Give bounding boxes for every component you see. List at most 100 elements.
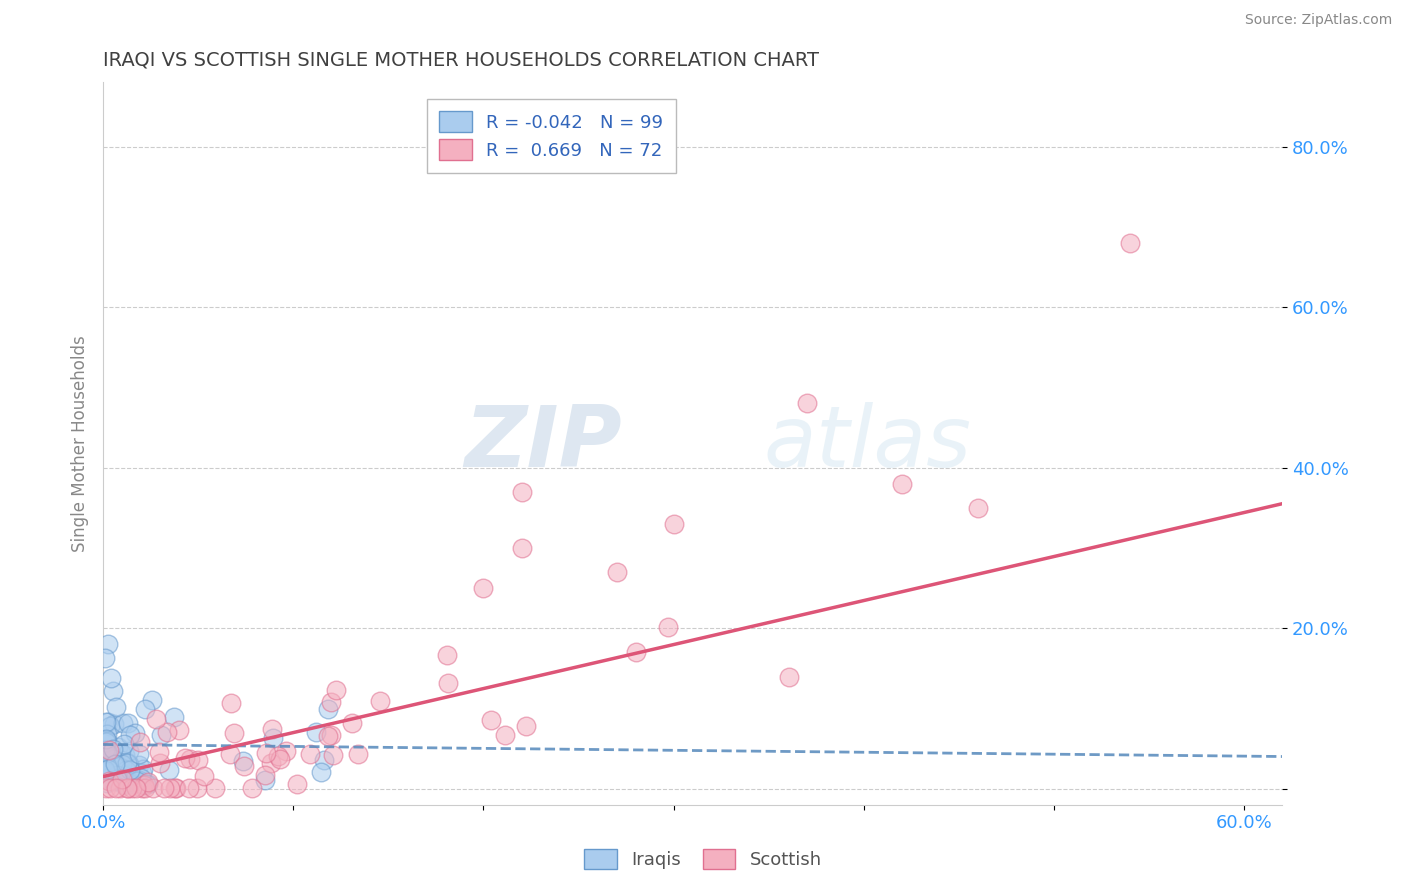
Point [97,765,120,780]
Point [325,682,347,697]
Point [253,773,276,788]
Point [309,764,332,779]
Point [150,727,173,741]
Point [128,772,150,787]
Point [260,756,283,771]
Point [179,751,201,765]
Point [121,771,143,785]
Point [316,702,339,716]
Point [103,716,125,731]
Point [96,769,118,783]
Point [136,777,159,791]
Point [347,747,370,761]
Point [115,776,138,790]
Point [131,777,153,791]
Point [186,780,208,795]
Point [96,746,118,760]
Text: Source: ZipAtlas.com: Source: ZipAtlas.com [1244,13,1392,28]
Point [262,731,284,745]
Point [107,763,129,777]
Point [131,780,153,795]
Legend: R = -0.042   N = 99, R =  0.669   N = 72: R = -0.042 N = 99, R = 0.669 N = 72 [426,99,676,173]
Point [94,747,117,761]
Point [219,696,242,710]
Point [232,754,254,768]
Point [299,747,322,762]
Point [128,775,150,789]
Point [316,729,339,743]
Point [104,772,127,786]
Point [94,772,117,786]
Point [163,710,186,724]
Point [114,763,136,777]
Point [145,712,167,726]
Point [108,755,131,769]
Point [436,648,458,662]
Point [305,724,328,739]
Point [121,780,143,795]
Point [115,777,138,791]
Point [124,780,146,795]
Point [107,768,129,782]
Point [101,769,124,783]
Point [94,761,117,775]
Point [94,758,117,772]
Point [179,780,201,795]
Point [110,746,132,760]
Point [136,775,159,789]
Point [105,767,128,781]
Point [96,735,118,749]
Point [204,780,226,795]
Point [96,759,118,773]
Point [166,780,188,795]
Point [624,645,647,659]
Point [112,768,135,782]
Point [120,763,142,777]
Point [319,728,342,742]
Point [105,765,128,780]
Point [1119,235,1142,250]
Point [98,767,121,781]
Point [104,700,127,714]
Point [128,757,150,772]
Point [135,777,157,791]
Point [129,735,152,749]
Point [98,771,121,785]
Point [97,762,120,776]
Point [94,748,117,763]
Point [94,742,117,756]
Point [118,728,141,742]
Point [117,780,139,795]
Point [101,741,124,756]
Point [96,714,118,729]
Point [193,769,215,783]
Point [118,775,141,789]
Point [97,637,120,651]
Point [118,756,141,771]
Point [98,743,121,757]
Point [120,777,142,791]
Point [149,756,172,770]
Point [108,780,131,795]
Point [97,714,120,729]
Point [142,780,165,795]
Point [98,747,121,761]
Point [437,676,460,690]
Point [165,780,187,795]
Point [94,780,117,795]
Point [96,727,118,741]
Point [110,753,132,767]
Point [368,694,391,708]
Point [112,737,135,751]
Point [124,725,146,739]
Point [115,780,138,795]
Legend: Iraqis, Scottish: Iraqis, Scottish [575,839,831,879]
Point [96,770,118,784]
Point [796,396,818,410]
Point [159,780,181,795]
Point [111,772,134,786]
Point [103,757,125,772]
Point [112,777,135,791]
Point [129,772,152,786]
Point [224,726,246,740]
